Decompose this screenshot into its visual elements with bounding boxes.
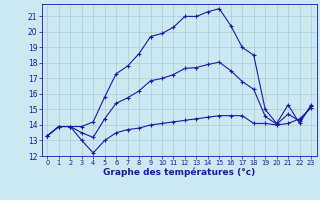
X-axis label: Graphe des températures (°c): Graphe des températures (°c)	[103, 168, 255, 177]
